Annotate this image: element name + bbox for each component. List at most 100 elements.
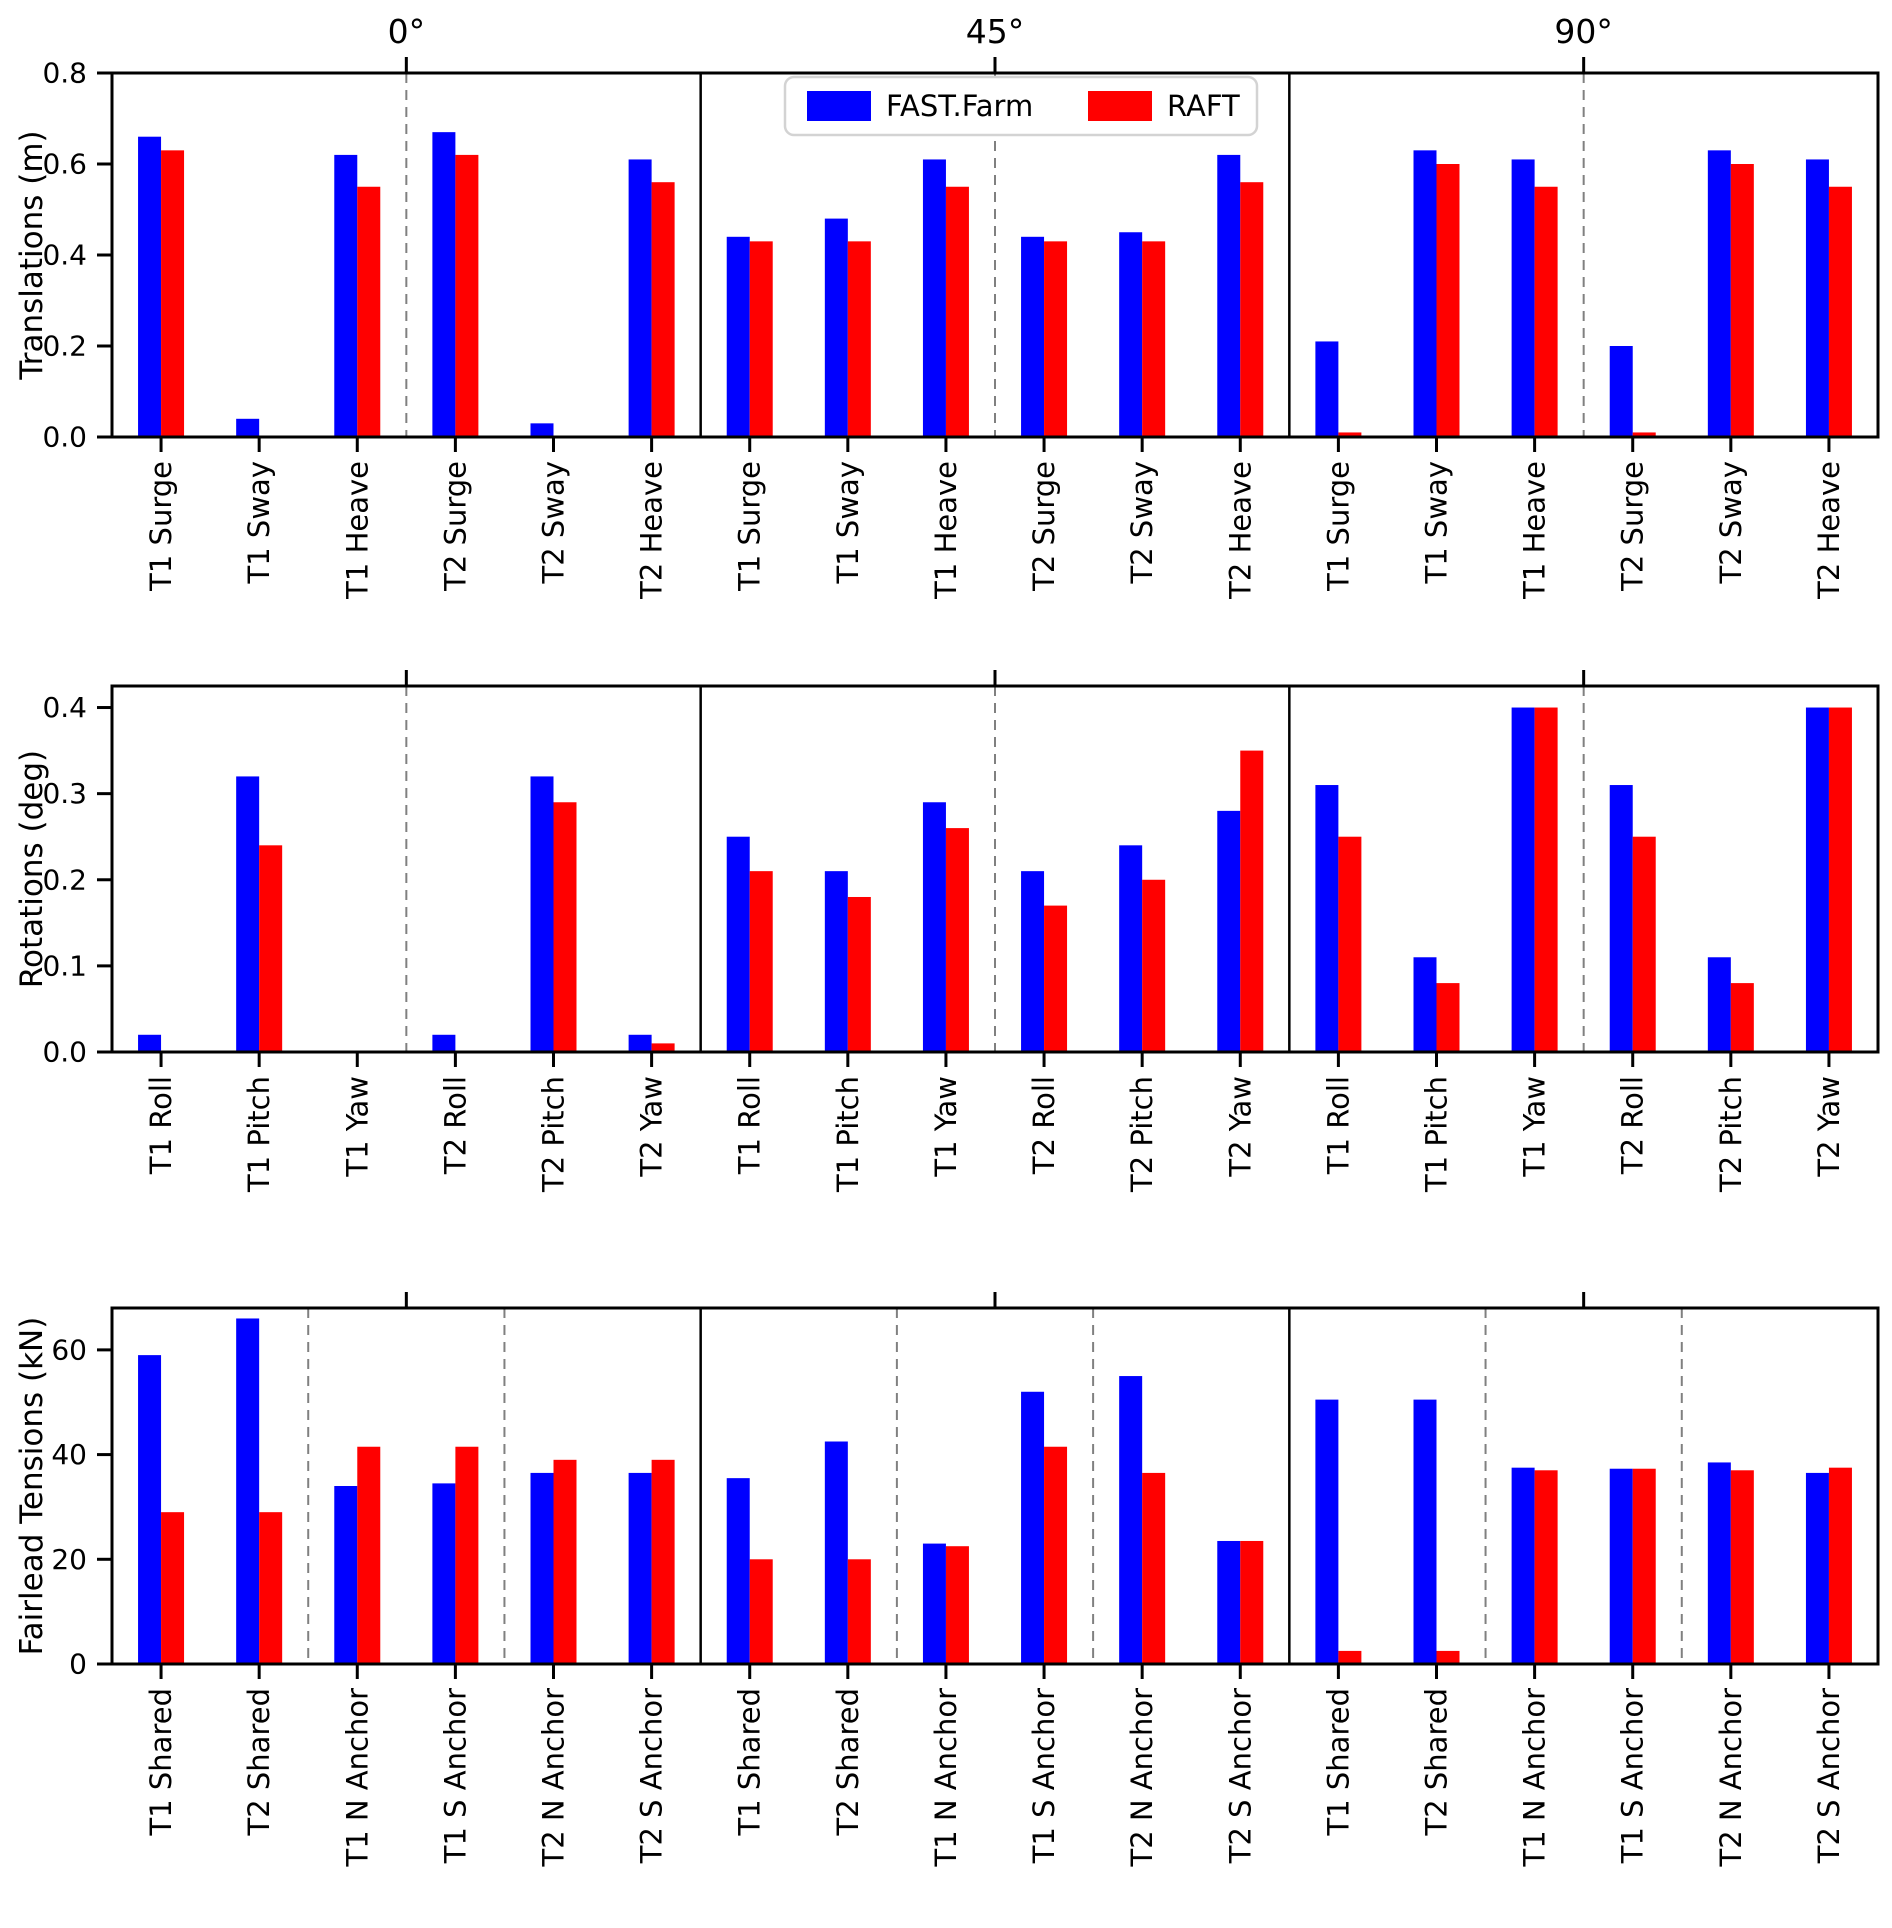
x-tick-label: T1 S Anchor xyxy=(1027,1688,1061,1864)
y-tick-label: 0.4 xyxy=(42,691,87,724)
x-tick-label: T1 Shared xyxy=(144,1688,178,1836)
x-tick-label: T2 S Anchor xyxy=(1223,1688,1257,1864)
bar-raft xyxy=(847,241,871,437)
bar-raft xyxy=(1338,1650,1362,1664)
x-tick-label: T2 Yaw xyxy=(1812,1076,1846,1178)
x-tick-label: T1 Heave xyxy=(1518,461,1552,600)
bar-fastfarm xyxy=(922,802,946,1052)
bar-fastfarm xyxy=(1805,159,1829,437)
x-tick-label: T2 N Anchor xyxy=(1125,1688,1159,1868)
y-axis-label: Fairlead Tensions (kN) xyxy=(14,1317,50,1656)
x-tick-label: T2 Shared xyxy=(831,1688,865,1836)
bar-raft xyxy=(651,1459,675,1664)
y-tick-label: 0.2 xyxy=(42,863,87,896)
y-tick-label: 0.3 xyxy=(42,777,87,810)
bar-fastfarm xyxy=(922,1543,946,1664)
bar-fastfarm xyxy=(1805,1472,1829,1664)
x-tick-label: T1 Sway xyxy=(1420,461,1454,584)
x-tick-label: T1 Shared xyxy=(733,1688,767,1836)
x-tick-label: T1 N Anchor xyxy=(929,1688,963,1868)
panel-title: 90° xyxy=(1554,12,1613,51)
y-tick-label: 0.2 xyxy=(42,330,87,363)
bar-fastfarm xyxy=(1413,1399,1437,1664)
x-tick-label: T2 Pitch xyxy=(1125,1076,1159,1193)
bar-raft xyxy=(651,182,675,437)
bar-fastfarm xyxy=(1511,707,1535,1052)
bar-fastfarm xyxy=(1511,159,1535,437)
bar-fastfarm xyxy=(1413,150,1437,437)
legend-label: RAFT xyxy=(1167,89,1240,123)
bar-raft xyxy=(455,1446,479,1664)
x-tick-label: T2 Surge xyxy=(1616,461,1650,592)
bar-fastfarm xyxy=(1315,785,1339,1052)
bar-raft xyxy=(1044,1446,1068,1664)
bar-fastfarm xyxy=(1217,154,1241,437)
x-tick-label: T1 Heave xyxy=(929,461,963,600)
x-tick-label: T2 Roll xyxy=(438,1076,472,1175)
bar-fastfarm xyxy=(1021,1391,1045,1664)
y-tick-label: 0.0 xyxy=(42,421,87,454)
x-tick-label: T1 Roll xyxy=(1321,1076,1355,1175)
bar-raft xyxy=(1632,1468,1656,1664)
x-tick-label: T1 Yaw xyxy=(929,1076,963,1178)
x-tick-label: T1 S Anchor xyxy=(438,1688,472,1864)
bar-fastfarm xyxy=(824,871,848,1052)
bar-raft xyxy=(749,871,773,1052)
bar-raft xyxy=(1534,707,1558,1052)
bar-raft xyxy=(1828,707,1852,1052)
panel-title: 45° xyxy=(966,12,1025,51)
x-tick-label: T2 Surge xyxy=(1027,461,1061,592)
panel-title: 0° xyxy=(388,12,426,51)
bar-raft xyxy=(749,1559,773,1664)
bar-fastfarm xyxy=(334,154,358,437)
bar-fastfarm xyxy=(530,1472,554,1664)
bar-fastfarm xyxy=(628,1472,652,1664)
bar-fastfarm xyxy=(1609,785,1633,1052)
bar-raft xyxy=(1436,1650,1460,1664)
x-tick-label: T2 Heave xyxy=(635,461,669,600)
x-tick-label: T2 Pitch xyxy=(537,1076,571,1193)
bar-raft xyxy=(1044,241,1068,437)
y-tick-label: 0.6 xyxy=(42,148,87,181)
bar-raft xyxy=(1436,164,1460,437)
bar-raft xyxy=(1338,836,1362,1052)
y-tick-label: 0.4 xyxy=(42,239,87,272)
bar-fastfarm xyxy=(1315,1399,1339,1664)
y-tick-label: 0.0 xyxy=(42,1036,87,1069)
bar-fastfarm xyxy=(236,418,260,437)
x-tick-label: T1 Sway xyxy=(831,461,865,584)
bar-fastfarm xyxy=(1707,1462,1731,1664)
x-tick-label: T2 Roll xyxy=(1027,1076,1061,1175)
x-tick-label: T1 S Anchor xyxy=(1616,1688,1650,1864)
x-tick-label: T1 Pitch xyxy=(831,1076,865,1193)
x-tick-label: T1 Surge xyxy=(733,461,767,592)
bar-raft xyxy=(1730,164,1754,437)
x-tick-label: T2 Heave xyxy=(1223,461,1257,600)
x-tick-label: T1 Heave xyxy=(340,461,374,600)
y-tick-label: 60 xyxy=(51,1333,87,1366)
legend-swatch xyxy=(807,91,871,121)
bar-fastfarm xyxy=(138,136,162,437)
x-tick-label: T2 Sway xyxy=(537,461,571,584)
bar-fastfarm xyxy=(824,1441,848,1664)
x-tick-label: T2 Yaw xyxy=(635,1076,669,1178)
x-tick-label: T2 Sway xyxy=(1714,461,1748,584)
bar-raft xyxy=(161,150,185,437)
bar-raft xyxy=(455,154,479,437)
bar-fastfarm xyxy=(530,776,554,1052)
x-tick-label: T2 S Anchor xyxy=(1812,1688,1846,1864)
x-tick-label: T1 Pitch xyxy=(242,1076,276,1193)
bar-raft xyxy=(1436,983,1460,1052)
x-tick-label: T1 Roll xyxy=(733,1076,767,1175)
bar-fastfarm xyxy=(824,218,848,437)
bar-fastfarm xyxy=(236,1318,260,1664)
bar-fastfarm xyxy=(138,1355,162,1664)
bar-fastfarm xyxy=(1119,1376,1143,1664)
x-tick-label: T1 Sway xyxy=(242,461,276,584)
y-tick-label: 20 xyxy=(51,1543,87,1576)
bar-fastfarm xyxy=(1805,707,1829,1052)
bar-fastfarm xyxy=(432,132,456,437)
bar-fastfarm xyxy=(1021,871,1045,1052)
bar-raft xyxy=(1828,1467,1852,1664)
